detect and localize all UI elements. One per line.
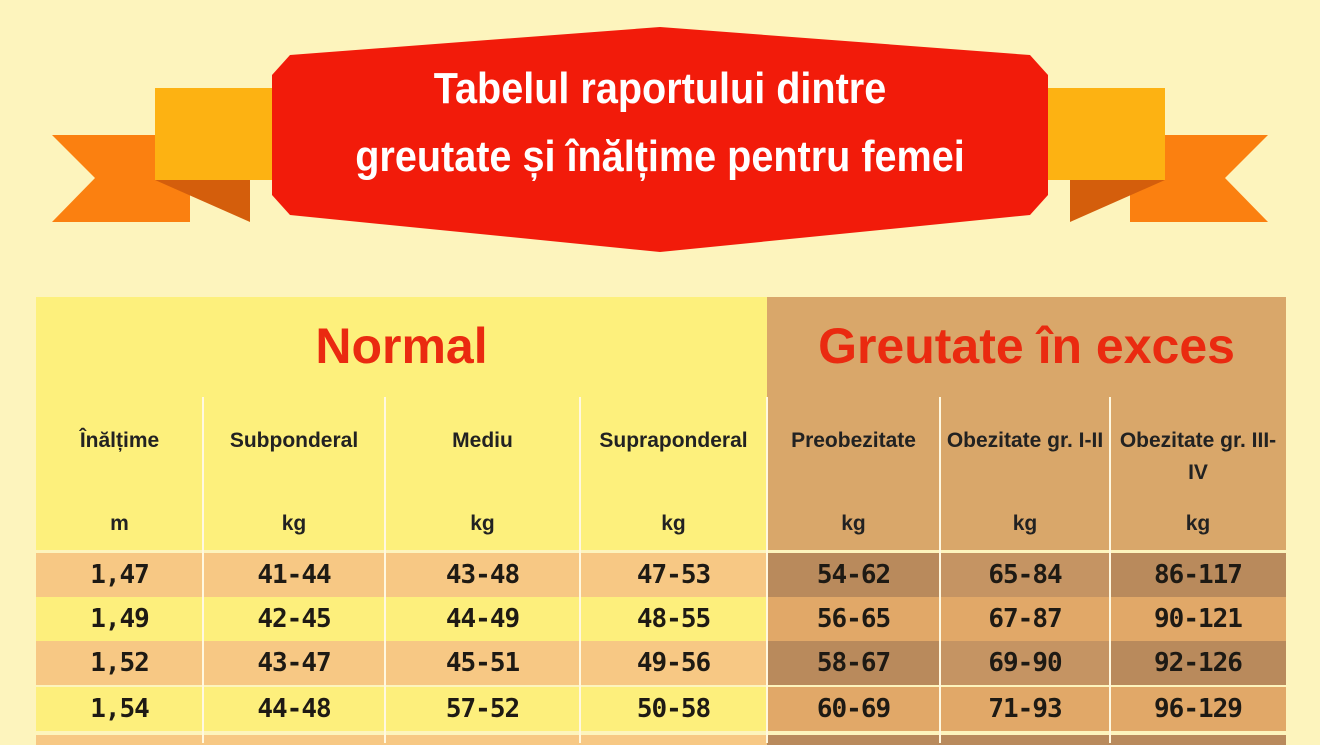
table-cell: 44-49	[385, 597, 580, 641]
column-label: Preobezitate	[791, 429, 916, 452]
column-header: Subponderal kg	[203, 397, 385, 550]
table-cell: 60-69	[767, 687, 940, 731]
column-divider	[202, 397, 204, 743]
table-cell: 50-58	[580, 687, 767, 731]
column-divider	[384, 397, 386, 743]
table-cell: 57-52	[385, 687, 580, 731]
table-cell: 48-55	[580, 597, 767, 641]
table-cell: 67-87	[940, 597, 1110, 641]
column-unit: kg	[470, 512, 495, 535]
table-cell: 41-44	[203, 553, 385, 597]
column-label: Obezitate gr. III-IV	[1119, 429, 1277, 484]
table-cell: 56-65	[767, 597, 940, 641]
title-banner	[52, 27, 1268, 252]
normal-header	[36, 297, 767, 550]
weight-height-table: Normal Greutate în exces Înălțime m Subpon…	[36, 297, 1286, 745]
group-excess: Greutate în exces	[818, 318, 1235, 374]
table-cell: 42-45	[203, 597, 385, 641]
table-cell: 1,52	[36, 641, 203, 685]
table-row-partial	[36, 735, 1286, 745]
column-header: Supraponderal kg	[580, 397, 767, 550]
group-normal: Normal	[315, 318, 488, 374]
title-line-1: Tabelul raportului dintre	[433, 64, 887, 113]
column-header: Obezitate gr. III-IV kg	[1110, 397, 1286, 550]
column-label: Înălțime	[79, 429, 160, 452]
column-header: Înălțime m	[36, 397, 203, 550]
column-unit: kg	[1012, 512, 1038, 535]
column-label: Subponderal	[229, 429, 359, 452]
table-cell: 65-84	[940, 553, 1110, 597]
column-label: Mediu	[452, 429, 513, 452]
table-cell: 92-126	[1110, 641, 1286, 685]
table-row: 1,54 44-48 57-52 50-58 60-69 71-93 96-129	[36, 687, 1286, 731]
table-cell: 71-93	[940, 687, 1110, 731]
table-cell: 54-62	[767, 553, 940, 597]
column-header: Mediu kg	[385, 397, 580, 550]
column-unit: kg	[841, 512, 866, 535]
table-cell: 44-48	[203, 687, 385, 731]
column-unit: kg	[661, 512, 686, 535]
table-row: 1,49 42-45 44-49 48-55 56-65 67-87 90-121	[36, 597, 1286, 641]
table-cell: 69-90	[940, 641, 1110, 685]
column-divider	[1109, 397, 1111, 743]
table-cell: 86-117	[1110, 553, 1286, 597]
column-unit: kg	[1185, 512, 1211, 535]
column-unit: m	[110, 512, 129, 535]
table-row: 1,47 41-44 43-48 47-53 54-62 65-84 86-117	[36, 553, 1286, 597]
table-cell: 96-129	[1110, 687, 1286, 731]
table-cell: 47-53	[580, 553, 767, 597]
column-divider	[939, 397, 941, 743]
excess-header	[767, 297, 1286, 550]
column-divider	[766, 397, 768, 743]
table-cell: 45-51	[385, 641, 580, 685]
column-label: Obezitate gr. I-II	[946, 429, 1104, 452]
table-cell: 58-67	[767, 641, 940, 685]
table-cell: 43-48	[385, 553, 580, 597]
table-row: 1,52 43-47 45-51 49-56 58-67 69-90 92-126	[36, 641, 1286, 685]
column-divider	[579, 397, 581, 743]
column-label: Supraponderal	[599, 429, 748, 452]
column-header: Obezitate gr. I-II kg	[940, 397, 1110, 550]
table-cell: 1,47	[36, 553, 203, 597]
title-line-2: greutate și înălțime pentru femei	[355, 132, 965, 181]
table-cell: 1,49	[36, 597, 203, 641]
table-cell: 43-47	[203, 641, 385, 685]
column-unit: kg	[281, 512, 307, 535]
table-cell: 90-121	[1110, 597, 1286, 641]
column-header: Preobezitate kg	[767, 397, 940, 550]
table-cell: 1,54	[36, 687, 203, 731]
table-cell: 49-56	[580, 641, 767, 685]
